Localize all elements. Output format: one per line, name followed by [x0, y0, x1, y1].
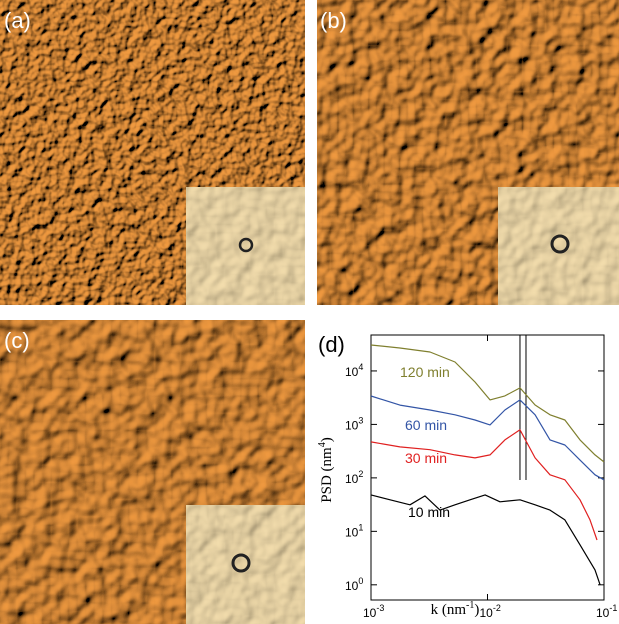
panel-label: (c): [4, 328, 30, 353]
series-line: [370, 429, 598, 541]
panel-label: (d): [318, 332, 345, 357]
y-tick-label: 101: [345, 522, 363, 539]
tick-exponent: 3: [358, 415, 363, 425]
tick-exponent: -1: [609, 603, 617, 613]
tick-base: 10: [345, 525, 359, 539]
x-tick-label: 10-3: [363, 603, 384, 620]
series-line: [370, 344, 605, 463]
series-label: 10 min: [408, 504, 450, 520]
tick-base: 10: [363, 606, 377, 620]
tick-exponent: 4: [358, 362, 363, 372]
x-tick-label: 10-1: [596, 603, 617, 620]
tick-exponent: -3: [376, 603, 384, 613]
series-label: 120 min: [400, 364, 450, 380]
panel-label: (a): [4, 8, 31, 33]
tick-base: 10: [345, 365, 359, 379]
image-c: [0, 320, 305, 624]
y-tick-label: 104: [345, 362, 363, 379]
panel-label: (b): [320, 8, 347, 33]
y-axis-label: PSD (nm4): [317, 437, 335, 502]
tick-base: 10: [345, 418, 359, 432]
tick-exponent: 0: [358, 576, 363, 586]
image-a: [0, 0, 305, 305]
tick-base: 10: [345, 579, 359, 593]
series-line: [370, 395, 605, 481]
y-tick-label: 100: [345, 576, 363, 593]
x-axis-label: k (nm-1): [431, 600, 480, 618]
series-line: [370, 494, 601, 585]
tick-base: 10: [345, 472, 359, 486]
image-b: [317, 0, 619, 305]
tick-base: 10: [596, 606, 610, 620]
tick-exponent: 2: [358, 469, 363, 479]
series-label: 30 min: [405, 450, 447, 466]
tick-exponent: 1: [358, 522, 363, 532]
tick-exponent: -2: [493, 603, 501, 613]
y-tick-label: 102: [345, 469, 363, 486]
x-tick-label: 10-2: [480, 603, 501, 620]
series-label: 60 min: [405, 417, 447, 433]
y-tick-label: 103: [345, 415, 363, 432]
tick-base: 10: [480, 606, 494, 620]
